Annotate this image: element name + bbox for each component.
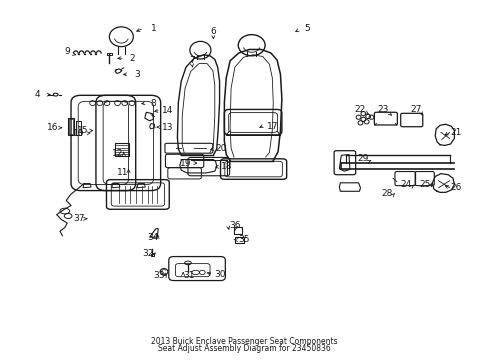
Text: 1: 1	[150, 24, 156, 33]
Text: 15: 15	[77, 126, 88, 135]
Text: 12: 12	[112, 149, 123, 158]
Bar	[76, 121, 81, 135]
Text: 10: 10	[73, 129, 85, 138]
Text: 27: 27	[409, 105, 421, 114]
Text: 9: 9	[64, 47, 70, 56]
Bar	[69, 118, 73, 134]
Text: 14: 14	[162, 105, 173, 114]
Text: 8: 8	[150, 99, 156, 108]
Text: 33: 33	[153, 271, 164, 280]
Text: 13: 13	[162, 123, 173, 132]
Text: 31: 31	[183, 271, 195, 280]
Text: 26: 26	[450, 183, 461, 192]
Text: 16: 16	[47, 123, 59, 132]
Text: 7: 7	[188, 55, 194, 64]
Bar	[68, 118, 74, 135]
Text: 36: 36	[229, 221, 240, 230]
Text: 28: 28	[381, 189, 392, 198]
Text: 21: 21	[450, 128, 461, 137]
Bar	[115, 143, 129, 156]
Text: 29: 29	[357, 154, 368, 163]
Text: 30: 30	[213, 270, 225, 279]
Text: 23: 23	[377, 105, 388, 114]
Text: Seat Adjust Assembly Diagram for 23450836: Seat Adjust Assembly Diagram for 2345083…	[158, 344, 330, 353]
Text: 35: 35	[237, 235, 249, 244]
Bar	[107, 53, 112, 55]
Bar	[233, 226, 241, 234]
Text: 22: 22	[354, 105, 366, 114]
Text: 20: 20	[215, 144, 227, 153]
Text: 17: 17	[266, 122, 278, 131]
Text: 2013 Buick Enclave Passenger Seat Components: 2013 Buick Enclave Passenger Seat Compon…	[151, 337, 337, 346]
Bar	[150, 255, 154, 256]
Text: 19: 19	[180, 158, 191, 167]
Text: 37: 37	[73, 214, 85, 223]
Text: 3: 3	[134, 70, 139, 79]
Text: 6: 6	[210, 27, 216, 36]
Bar	[234, 237, 243, 243]
Text: 2: 2	[129, 54, 134, 63]
Text: 25: 25	[418, 180, 429, 189]
Text: 32: 32	[142, 249, 153, 258]
Text: 5: 5	[304, 24, 309, 33]
Text: 11: 11	[116, 168, 128, 177]
Text: 24: 24	[400, 180, 411, 189]
Text: 34: 34	[146, 233, 158, 242]
Text: 18: 18	[221, 162, 232, 171]
Text: 4: 4	[35, 90, 40, 99]
